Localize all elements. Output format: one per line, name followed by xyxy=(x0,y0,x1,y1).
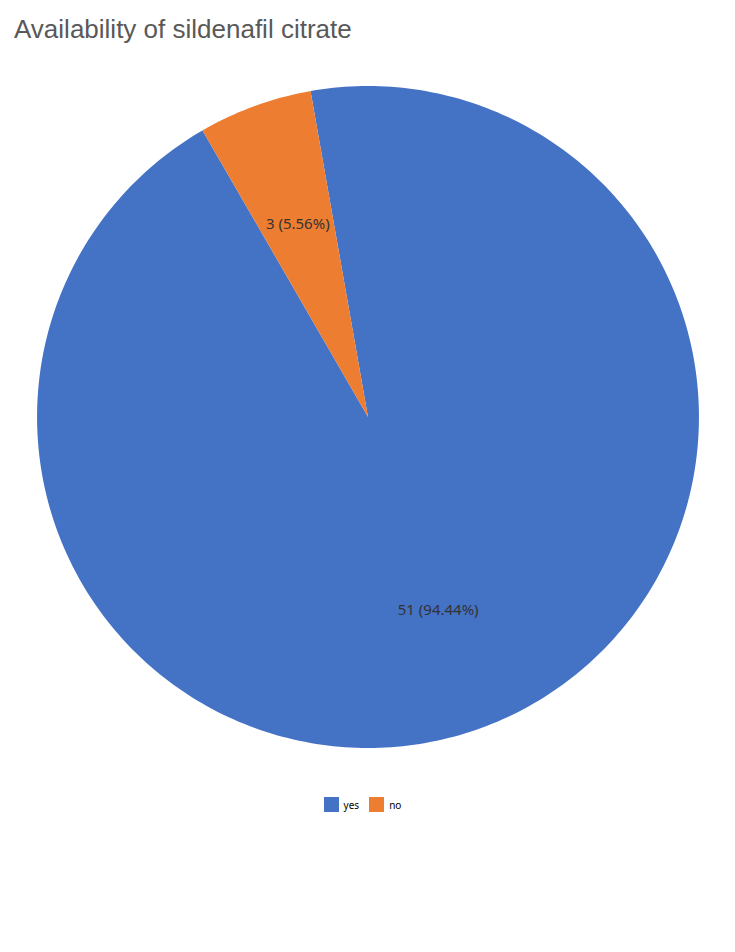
html-text:no: no xyxy=(389,797,402,812)
html-text:Availability of sildenafil cit: Availability of sildenafil citrate xyxy=(14,14,352,44)
svg-text:3 (5.56%): 3 (5.56%) xyxy=(266,213,330,233)
html-text:yes: yes xyxy=(343,797,360,812)
svg-text:51 (94.44%): 51 (94.44%) xyxy=(398,599,479,619)
